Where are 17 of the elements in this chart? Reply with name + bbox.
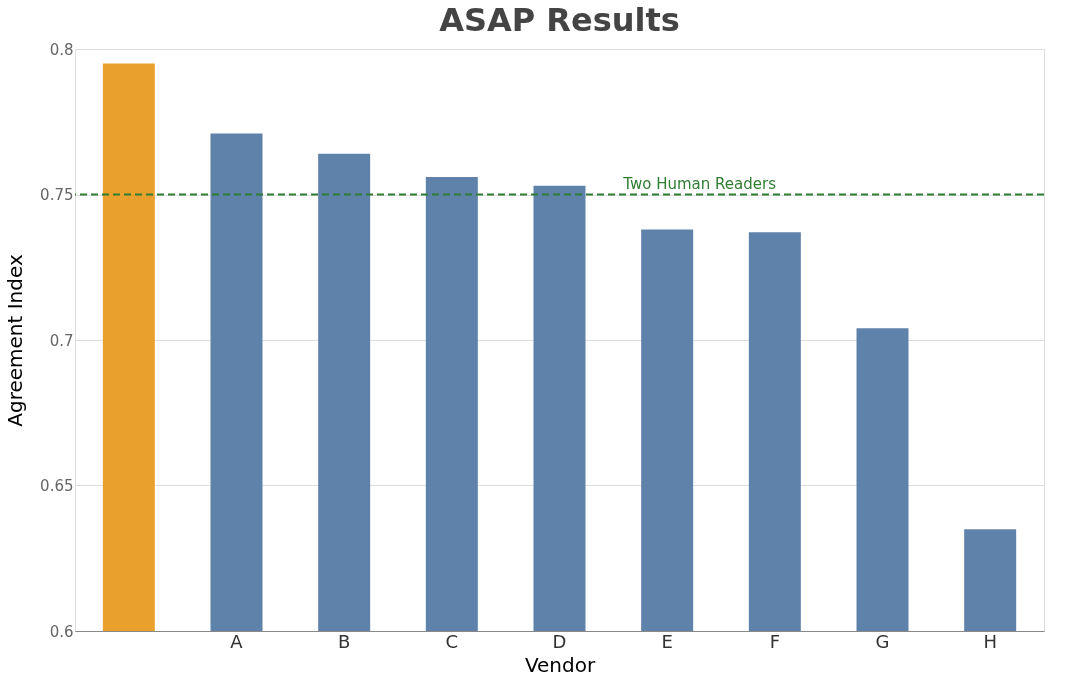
x-tick-label: A <box>230 630 244 652</box>
x-axis-title: Vendor <box>524 652 596 677</box>
x-tick-label: D <box>552 630 567 652</box>
y-tick-label: 0.8 <box>49 40 74 59</box>
y-tick-label: 0.6 <box>49 622 74 641</box>
x-tick-label: H <box>983 630 997 652</box>
x-tick-label: E <box>661 630 673 652</box>
x-tick-label: C <box>445 630 459 652</box>
y-tick-label: 0.65 <box>40 477 74 495</box>
x-tick-label: G <box>875 630 890 652</box>
x-tick-label: B <box>337 630 351 652</box>
chart-title: ASAP Results <box>439 1 680 39</box>
y-axis-title: Agreement Index <box>3 254 28 427</box>
x-tick-label: F <box>769 630 781 652</box>
y-tick-label: 0.7 <box>49 331 74 350</box>
y-tick-label: 0.75 <box>40 186 74 204</box>
ref-line-label: Two Human Readers <box>622 174 777 193</box>
